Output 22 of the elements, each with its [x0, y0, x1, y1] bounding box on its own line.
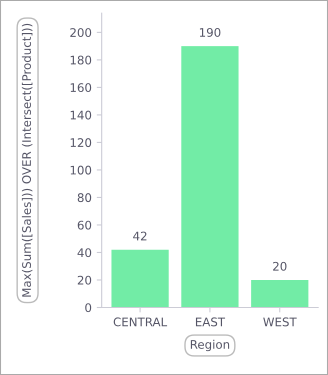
- y-tick-label: 20: [78, 276, 92, 285]
- x-tick-label: EAST: [196, 317, 226, 326]
- x-axis-title: Region: [190, 340, 230, 352]
- bar: [251, 280, 308, 308]
- bar: [181, 46, 239, 308]
- y-tick-label: 0: [85, 303, 92, 312]
- y-tick-label: 200: [70, 28, 92, 38]
- data-label: 190: [200, 28, 220, 37]
- y-tick-label: 60: [78, 220, 92, 230]
- data-label: 42: [133, 232, 146, 240]
- y-tick-label: 160: [70, 83, 92, 92]
- x-tick-label: CENTRAL: [114, 317, 168, 326]
- x-tick-label: WEST: [263, 317, 297, 326]
- y-tick-label: 120: [70, 138, 92, 148]
- y-tick-label: 180: [70, 56, 92, 65]
- y-tick-label: 80: [78, 193, 92, 202]
- y-axis-title: Max(Sum([Sales])) OVER (Intersect([Product])): [22, 24, 32, 297]
- y-tick-label: 140: [70, 110, 92, 120]
- data-label: 20: [273, 262, 286, 271]
- y-tick-label: 100: [70, 166, 92, 175]
- bar: [111, 250, 169, 308]
- y-tick-label: 40: [78, 248, 92, 258]
